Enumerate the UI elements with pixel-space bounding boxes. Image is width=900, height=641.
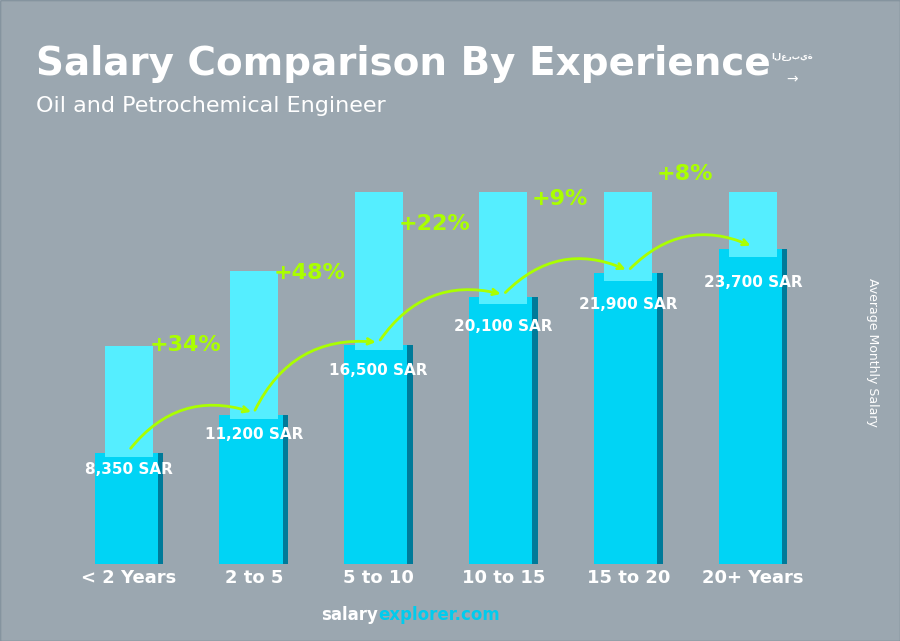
Bar: [283, 415, 288, 564]
Text: 8,350 SAR: 8,350 SAR: [85, 462, 173, 477]
Bar: [782, 249, 788, 564]
Text: Average Monthly Salary: Average Monthly Salary: [867, 278, 879, 427]
Bar: [469, 297, 538, 564]
Bar: [105, 346, 153, 457]
Bar: [657, 273, 662, 564]
Bar: [594, 273, 662, 564]
Bar: [94, 453, 163, 564]
Text: 11,200 SAR: 11,200 SAR: [204, 428, 303, 442]
Text: +9%: +9%: [531, 189, 588, 210]
Text: Oil and Petrochemical Engineer: Oil and Petrochemical Engineer: [36, 96, 386, 116]
Bar: [158, 453, 163, 564]
Bar: [408, 345, 413, 564]
Text: Salary Comparison By Experience: Salary Comparison By Experience: [36, 45, 770, 83]
Bar: [719, 249, 788, 564]
Text: 23,700 SAR: 23,700 SAR: [704, 274, 803, 290]
Text: salary: salary: [321, 606, 378, 624]
Bar: [604, 0, 652, 281]
Text: explorer.com: explorer.com: [378, 606, 500, 624]
Bar: [344, 345, 413, 564]
Text: 16,500 SAR: 16,500 SAR: [329, 363, 428, 378]
Text: +34%: +34%: [149, 335, 221, 354]
Bar: [480, 37, 527, 304]
Text: 21,900 SAR: 21,900 SAR: [579, 297, 678, 312]
Text: +48%: +48%: [274, 263, 346, 283]
Text: →: →: [787, 72, 797, 87]
Text: +8%: +8%: [656, 164, 713, 185]
Text: العربية: العربية: [771, 52, 813, 61]
Text: +22%: +22%: [399, 214, 471, 235]
Bar: [729, 0, 777, 257]
Bar: [220, 415, 288, 564]
Text: 20,100 SAR: 20,100 SAR: [454, 319, 553, 333]
Bar: [355, 131, 402, 351]
Bar: [230, 271, 278, 419]
Bar: [532, 297, 538, 564]
